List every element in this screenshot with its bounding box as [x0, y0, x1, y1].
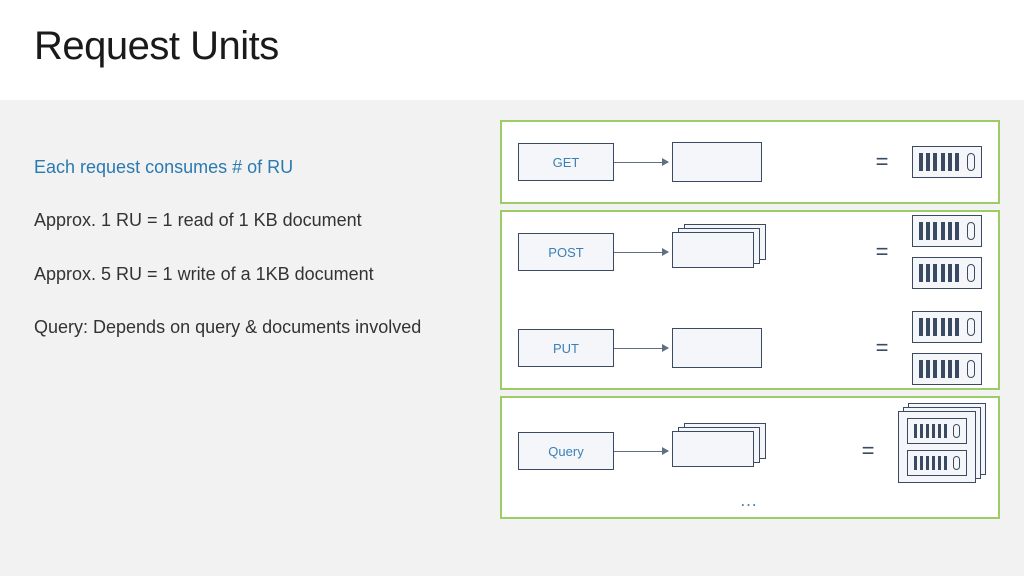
panel-query: Query = …	[500, 396, 1000, 519]
row-post: POST =	[518, 222, 982, 282]
row-query: Query =	[518, 408, 982, 494]
db-column	[912, 146, 982, 178]
database-icon	[912, 311, 982, 343]
database-icon	[912, 215, 982, 247]
method-box-query: Query	[518, 432, 614, 470]
text-heading: Each request consumes # of RU	[34, 156, 474, 179]
database-icon	[907, 450, 967, 476]
arrow-icon	[614, 161, 668, 163]
document-stack	[672, 232, 762, 272]
ellipsis: …	[518, 490, 982, 513]
arrow-icon	[614, 347, 668, 349]
method-box-post: POST	[518, 233, 614, 271]
text-line-3: Query: Depends on query & documents invo…	[34, 316, 474, 339]
document-box	[672, 142, 762, 182]
database-icon	[912, 353, 982, 385]
arrow-icon	[614, 450, 668, 452]
document-box	[672, 328, 762, 368]
database-icon	[912, 257, 982, 289]
page-title: Request Units	[34, 24, 990, 69]
row-put: PUT =	[518, 318, 982, 378]
text-line-2: Approx. 5 RU = 1 write of a 1KB document	[34, 263, 474, 286]
method-box-put: PUT	[518, 329, 614, 367]
text-column: Each request consumes # of RU Approx. 1 …	[34, 156, 474, 370]
slide: Request Units Each request consumes # of…	[0, 0, 1024, 576]
db-column	[912, 311, 982, 385]
arrow-icon	[614, 251, 668, 253]
db-column	[912, 215, 982, 289]
method-box-get: GET	[518, 143, 614, 181]
title-area: Request Units	[0, 0, 1024, 83]
database-stack	[898, 411, 982, 491]
equals-sign: =	[862, 239, 902, 265]
database-icon	[907, 418, 967, 444]
diagram: GET = POST	[500, 120, 1000, 525]
equals-sign: =	[862, 335, 902, 361]
row-get: GET =	[518, 132, 982, 192]
document-stack	[672, 431, 762, 471]
database-icon	[912, 146, 982, 178]
equals-sign: =	[848, 438, 888, 464]
panel-post-put: POST =	[500, 210, 1000, 390]
equals-sign: =	[862, 149, 902, 175]
content-area: Each request consumes # of RU Approx. 1 …	[0, 100, 1024, 576]
panel-get: GET =	[500, 120, 1000, 204]
text-line-1: Approx. 1 RU = 1 read of 1 KB document	[34, 209, 474, 232]
